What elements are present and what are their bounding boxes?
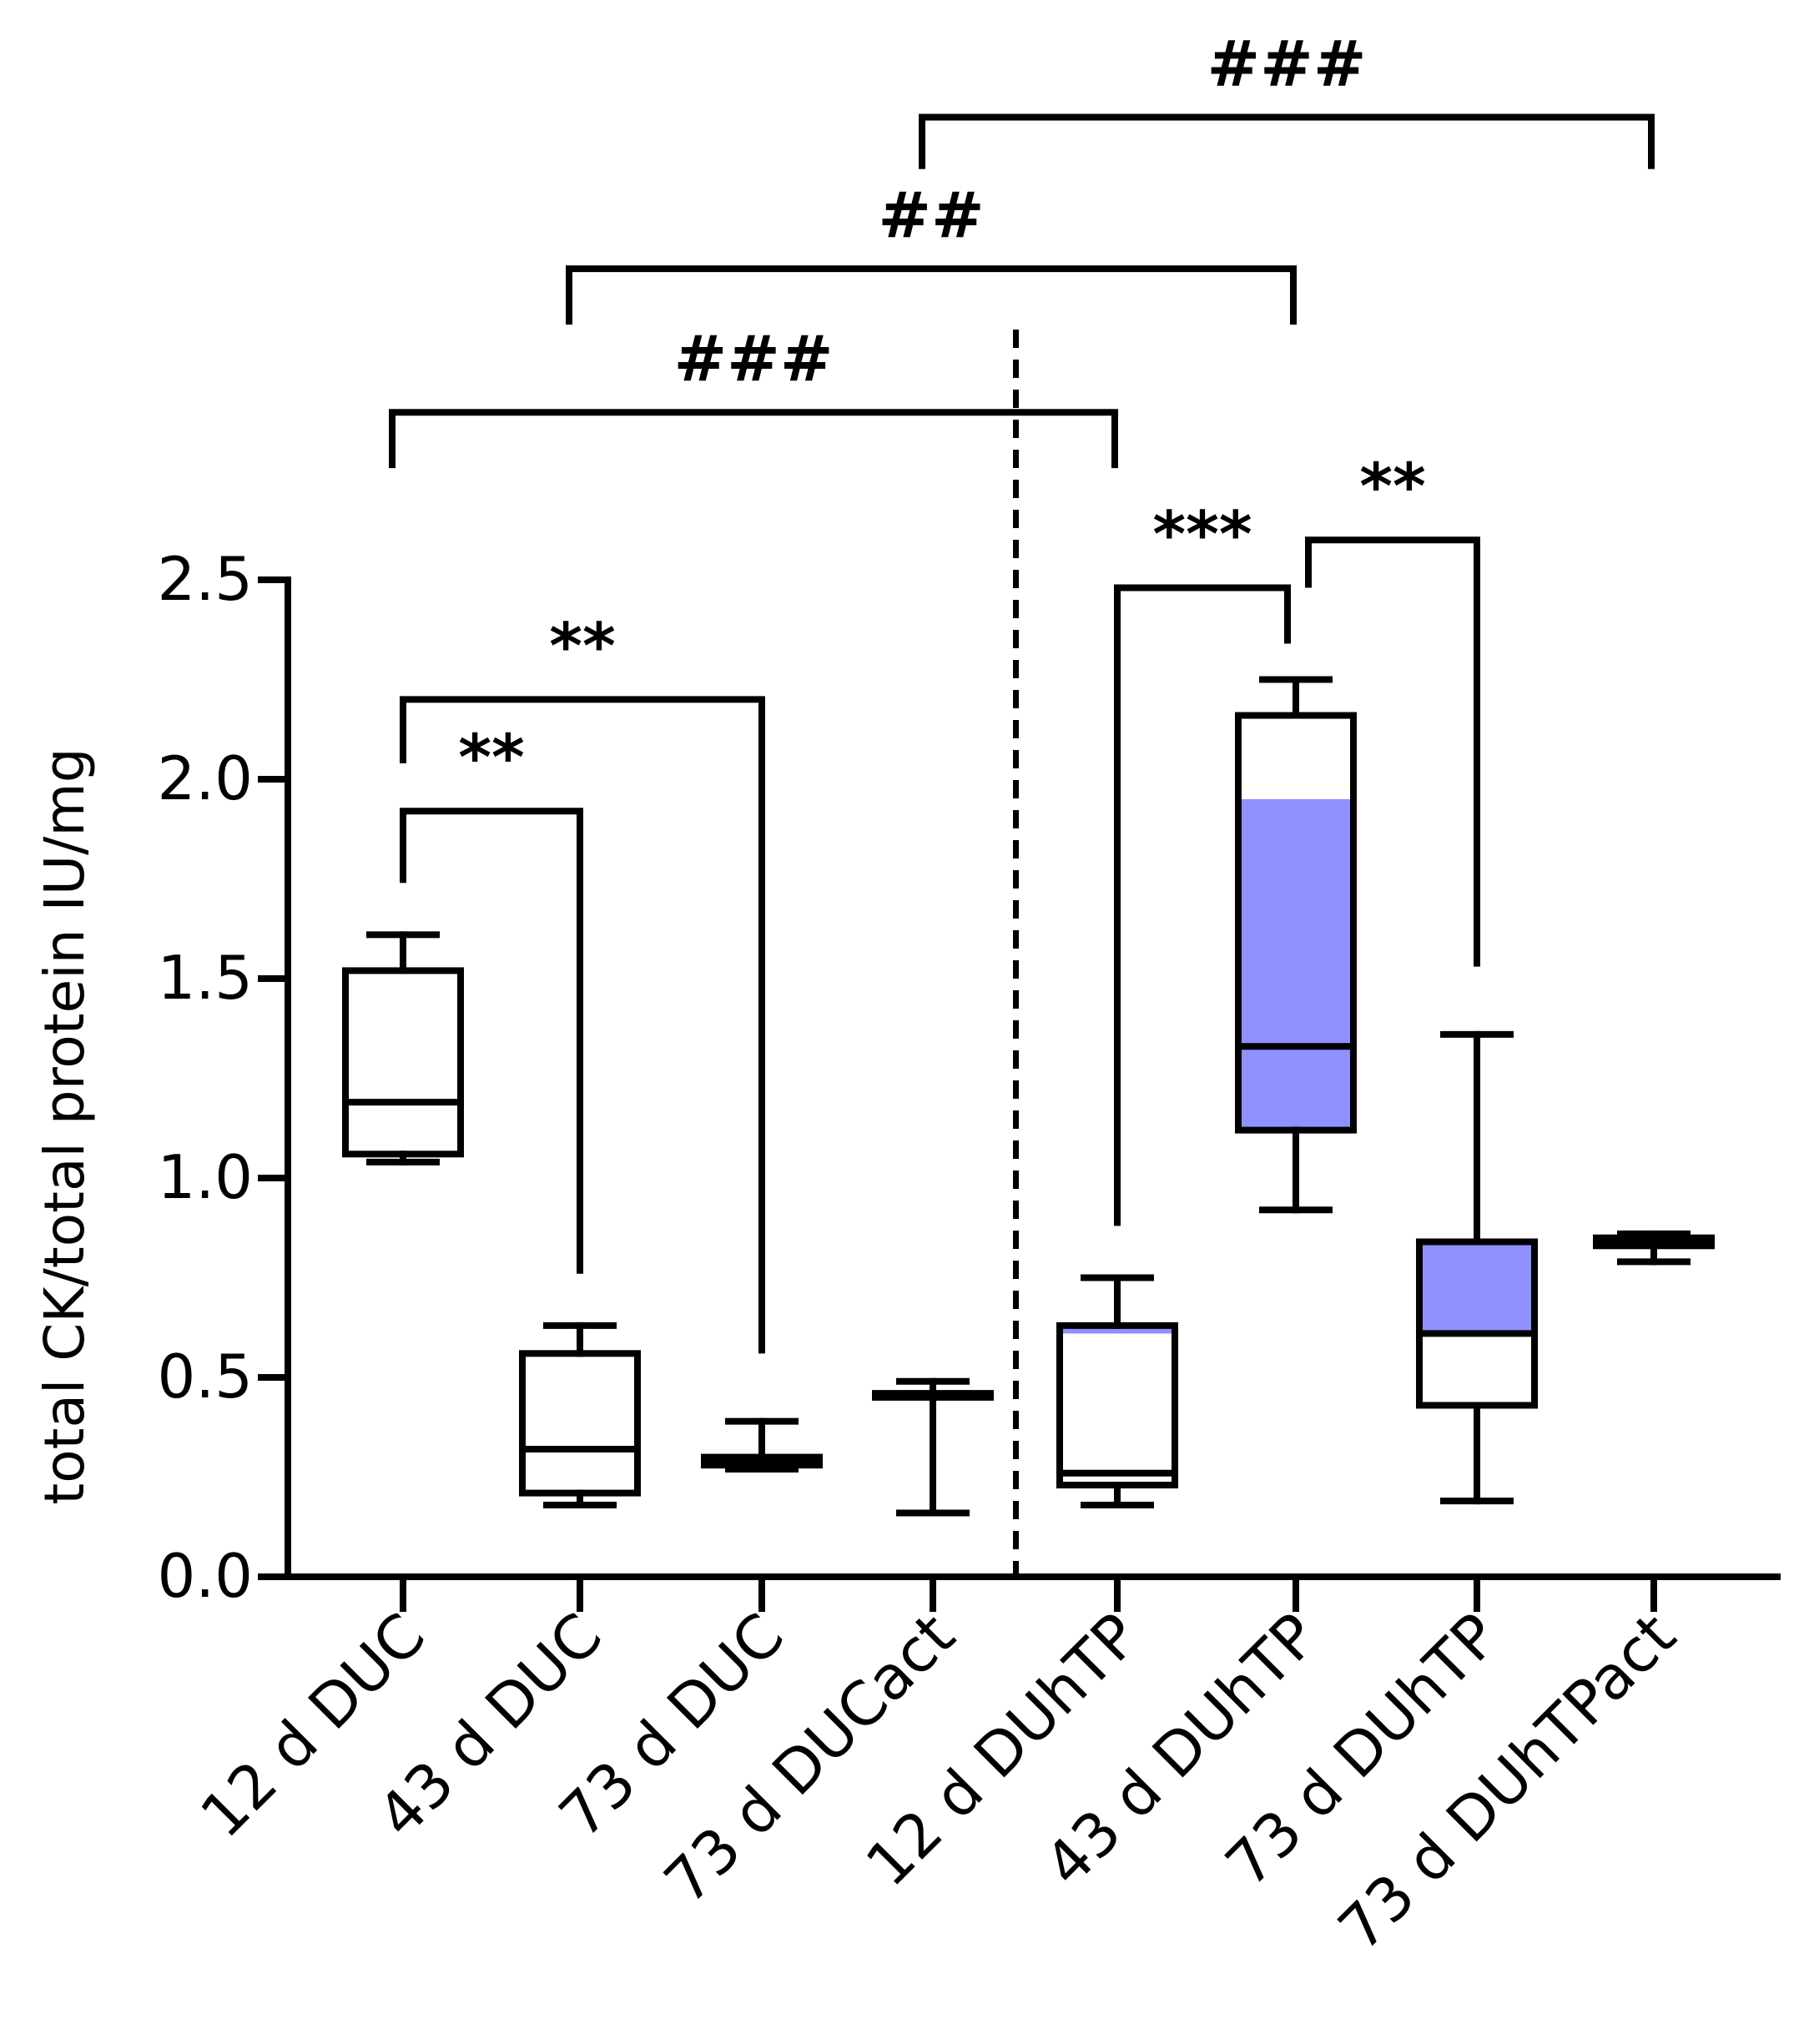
- y-tick-label: 1.5: [157, 943, 253, 1013]
- significance-bracket: [566, 265, 1297, 325]
- box-shaded-region: [1060, 1325, 1175, 1334]
- significance-bracket: [389, 409, 1118, 469]
- significance-bracket: [400, 696, 765, 1354]
- significance-label: ###: [1207, 27, 1366, 101]
- y-tick-label: 1.0: [157, 1142, 253, 1212]
- box: [1416, 1238, 1538, 1409]
- shaded-regions: [1060, 798, 1534, 1334]
- y-tick-label: 2.5: [157, 544, 253, 614]
- y-tick-label: 2.0: [157, 743, 253, 813]
- significance-bracket: [1114, 584, 1291, 1226]
- significance-label: ***: [1152, 497, 1252, 571]
- plot-area: [342, 676, 1715, 1517]
- significance-label: **: [1359, 449, 1426, 523]
- significance-label: **: [549, 608, 616, 682]
- significance-brackets: *********########: [389, 27, 1655, 1354]
- significance-bracket: [400, 808, 583, 1274]
- box: [342, 967, 464, 1158]
- box-shaded-region: [1238, 798, 1353, 1130]
- significance-label: ##: [878, 178, 984, 252]
- box: [1235, 712, 1357, 1134]
- y-tick-label: 0.0: [157, 1541, 253, 1611]
- significance-bracket: [919, 113, 1655, 169]
- y-tick-label: 0.5: [157, 1342, 253, 1412]
- y-axis-label: total CK/total protein IU/mg: [33, 748, 97, 1504]
- box: [519, 1350, 641, 1497]
- significance-bracket: [1305, 536, 1480, 967]
- box-shaded-region: [1419, 1241, 1534, 1334]
- significance-label: **: [458, 720, 525, 794]
- box: [1056, 1322, 1178, 1489]
- significance-label: ###: [673, 321, 833, 395]
